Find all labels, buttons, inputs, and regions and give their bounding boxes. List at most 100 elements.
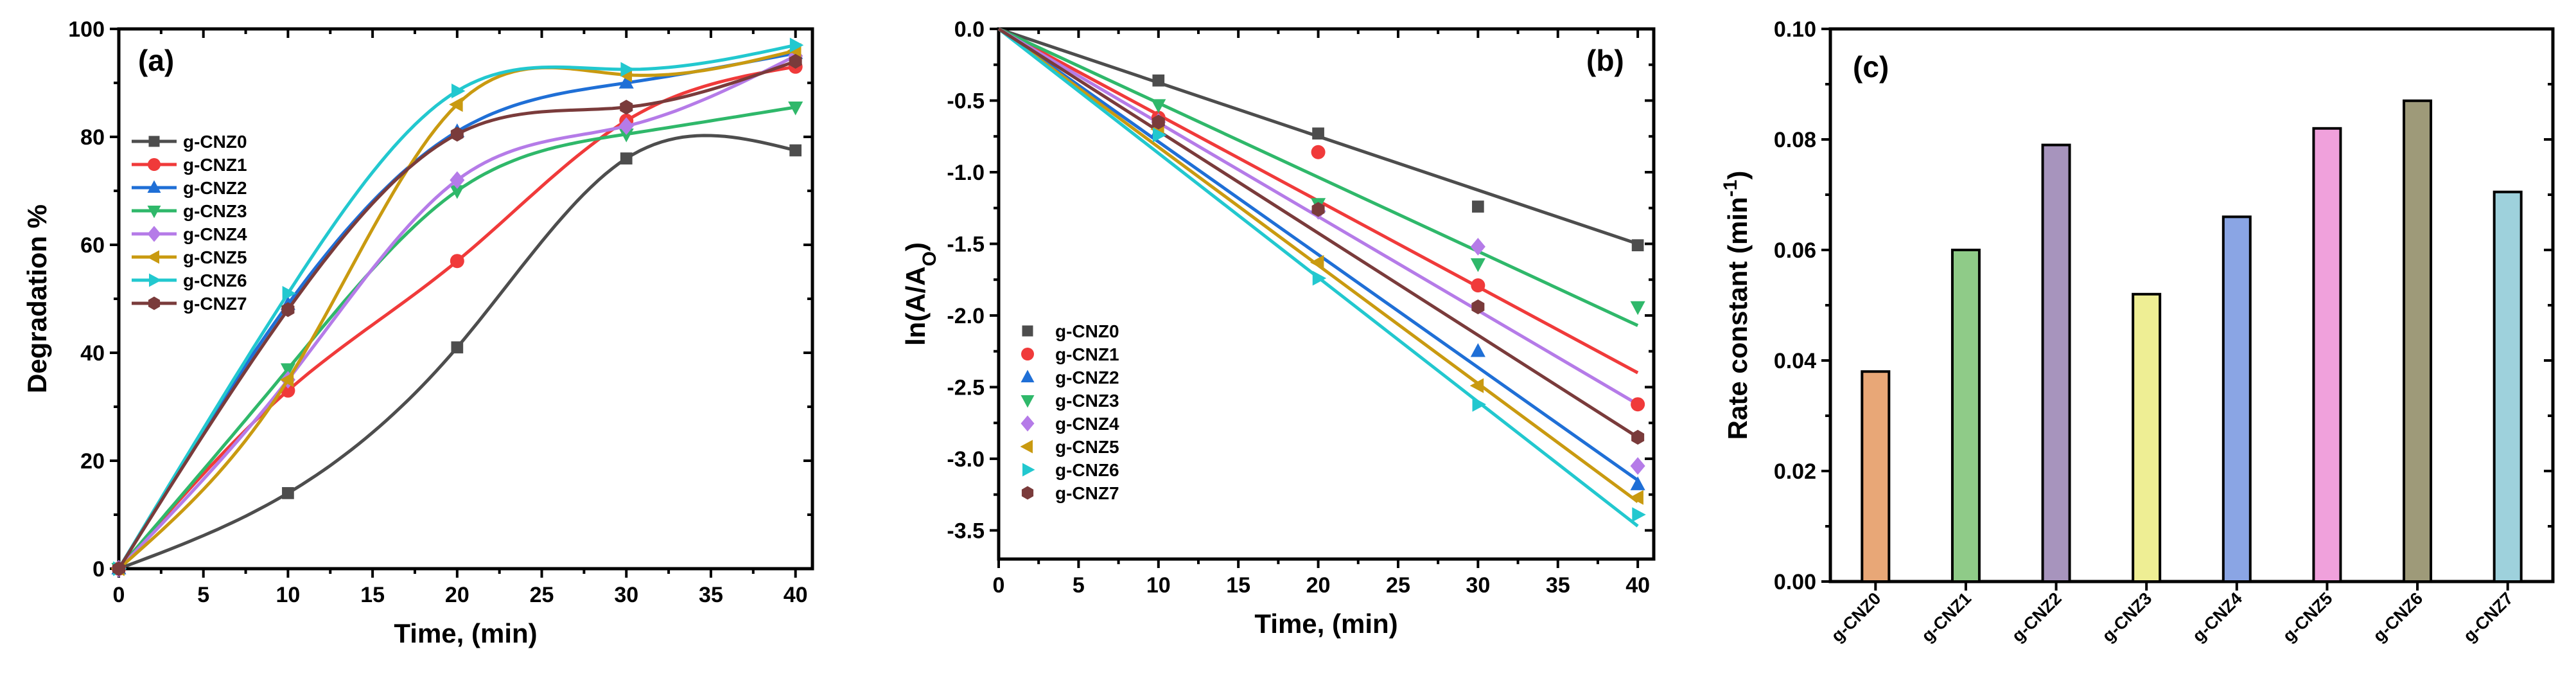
data-point-g-CNZ5: [1629, 490, 1643, 505]
data-point-g-CNZ7: [450, 127, 464, 142]
y-tick-label: 100: [68, 17, 105, 42]
legend-label: g-CNZ1: [1055, 344, 1119, 364]
y-tick-label: 0.02: [1774, 459, 1816, 484]
data-point-g-CNZ1: [1471, 278, 1485, 293]
data-point-g-CNZ0: [1471, 200, 1484, 213]
legend-label: g-CNZ5: [1055, 437, 1119, 457]
x-tick-label: 20: [1306, 573, 1331, 598]
data-point-g-CNZ4: [1470, 238, 1485, 256]
x-tick-label: 25: [1386, 573, 1410, 598]
plot-frame: [997, 27, 1656, 561]
y-tick-label: -0.5: [947, 89, 985, 113]
legend-marker: [147, 180, 161, 193]
data-point-g-CNZ0: [282, 487, 294, 499]
data-point-g-CNZ1: [1311, 145, 1326, 159]
bar-g-CNZ5: [2312, 127, 2342, 583]
legend-marker: [149, 273, 162, 287]
fit-line-g-CNZ2: [997, 27, 1639, 482]
y-axis-title-main: ln(A/A: [900, 266, 931, 346]
panel-c-rate-constant-chart: 0.00 0.02 0.04 0.06 0.08 0.10 g-CNZ0 g-CNZ1 g-CN…: [1720, 17, 2555, 646]
legend-marker: [146, 250, 159, 264]
y-axis-title-end: ): [900, 242, 931, 251]
panel-label: (c): [1853, 50, 1889, 84]
x-tick-label: g-CNZ3: [2098, 589, 2155, 646]
x-tick-label: 35: [699, 583, 723, 607]
panel-b-kinetics-chart: 0 5 10 15 20 25 30 35 40 0.0 -0.5 -1.0 -1.5 -2.0 -2.5 -…: [900, 17, 1656, 639]
data-point-g-CNZ1: [1631, 397, 1645, 412]
bar-g-CNZ7: [2493, 190, 2523, 583]
data-point-g-CNZ4: [618, 117, 634, 135]
x-tick-label: 40: [784, 583, 808, 607]
x-tick-label: g-CNZ5: [2279, 589, 2336, 646]
x-tick-label: 35: [1546, 573, 1570, 598]
y-tick-label: -1.0: [947, 161, 985, 185]
x-tick-label: g-CNZ7: [2460, 589, 2517, 646]
data-point-g-CNZ6: [282, 286, 297, 301]
legend-marker: [147, 226, 161, 242]
data-point-g-CNZ0: [1631, 239, 1644, 252]
legend-label: g-CNZ7: [1055, 483, 1119, 503]
x-tick-label: 5: [1073, 573, 1085, 598]
y-axis-title-superscript: -1: [1720, 180, 1741, 197]
y-tick-label: -3.0: [947, 447, 985, 472]
legend-marker: [1022, 463, 1035, 477]
x-tick-label: 30: [1466, 573, 1490, 598]
legend-marker: [1020, 440, 1033, 454]
data-point-g-CNZ5: [449, 97, 463, 112]
data-point-g-CNZ5: [1469, 378, 1484, 393]
y-tick-label: 0.08: [1774, 128, 1816, 152]
data-point-g-CNZ7: [112, 561, 126, 576]
x-tick-label: 5: [197, 583, 209, 607]
data-point-g-CNZ3: [280, 363, 295, 377]
y-tick-label: 20: [80, 449, 105, 474]
legend-label: g-CNZ3: [183, 201, 247, 221]
legend-marker: [1021, 486, 1034, 500]
x-tick-label: 10: [1146, 573, 1171, 598]
x-tick-label: g-CNZ4: [2189, 589, 2246, 646]
data-point-g-CNZ7: [1631, 429, 1645, 445]
x-axis-title: Time, (min): [394, 618, 537, 648]
data-point-g-CNZ7: [1471, 299, 1485, 315]
legend-label: g-CNZ4: [183, 224, 247, 244]
x-tick-label: 30: [614, 583, 638, 607]
legend-marker: [148, 296, 161, 310]
data-point-g-CNZ0: [1312, 127, 1324, 140]
legend-label: g-CNZ6: [183, 271, 247, 290]
data-point-g-CNZ0: [789, 144, 802, 157]
data-point-g-CNZ7: [1311, 202, 1325, 217]
legend-label: g-CNZ4: [1055, 414, 1119, 434]
panel-label: (a): [138, 44, 174, 77]
legend-marker: [1022, 325, 1033, 337]
data-point-g-CNZ4: [1630, 457, 1645, 475]
data-point-g-CNZ7: [789, 53, 802, 69]
y-tick-label: 0.0: [954, 17, 985, 42]
x-tick-label: 0: [993, 573, 1005, 598]
x-axis-title: Time, (min): [1254, 609, 1398, 639]
data-point-g-CNZ5: [279, 372, 294, 387]
legend-label: g-CNZ6: [1055, 460, 1119, 480]
x-tick-label: 20: [445, 583, 469, 607]
data-point-g-CNZ3: [618, 129, 634, 143]
x-tick-label: g-CNZ6: [2369, 589, 2426, 646]
data-point-g-CNZ7: [620, 100, 633, 115]
data-point-g-CNZ3: [788, 102, 803, 116]
data-point-g-CNZ0: [451, 341, 464, 353]
data-point-g-CNZ6: [620, 62, 635, 77]
y-tick-label: 0.00: [1774, 570, 1816, 594]
legend-label: g-CNZ2: [1055, 368, 1119, 387]
y-axis-title: Degradation %: [22, 204, 52, 393]
data-point-g-CNZ7: [1152, 114, 1165, 130]
plot-frame: [1828, 27, 2555, 583]
panel-label: (b): [1586, 44, 1624, 77]
fit-line-g-CNZ7: [997, 27, 1639, 439]
data-point-g-CNZ7: [281, 302, 295, 317]
data-point-g-CNZ3: [450, 185, 465, 199]
legend-marker: [1021, 415, 1035, 432]
x-tick-label: 15: [1226, 573, 1250, 598]
x-tick-label: 25: [530, 583, 554, 607]
legend-marker: [148, 158, 161, 171]
legend-label: g-CNZ1: [183, 155, 247, 175]
data-point-g-CNZ1: [450, 254, 464, 269]
x-tick-label: 10: [276, 583, 301, 607]
y-tick-label: 0.10: [1774, 17, 1816, 42]
